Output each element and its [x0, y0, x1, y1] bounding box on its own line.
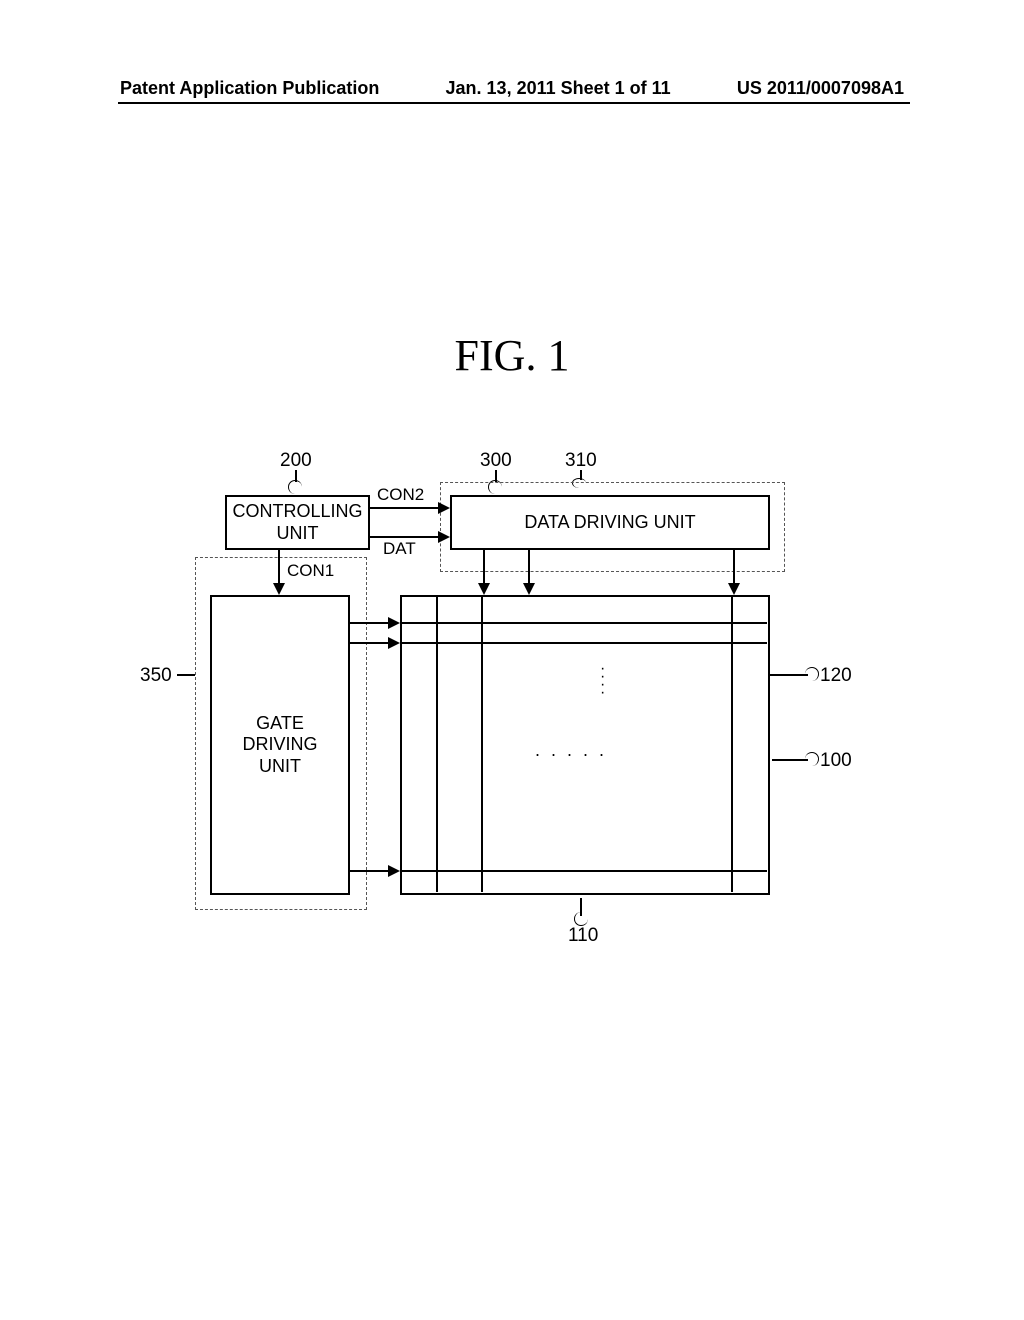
gate-out-arrow-3 [388, 865, 400, 877]
data-out-arrow-1 [478, 583, 490, 595]
panel-ellipsis-vertical: ···· [600, 665, 605, 697]
gate-out-line-2 [350, 642, 390, 644]
con1-arrow [273, 583, 285, 595]
leader-120-hook [805, 667, 819, 681]
gate-out-line-1 [350, 622, 390, 624]
header-right: US 2011/0007098A1 [737, 78, 904, 99]
con2-arrow [438, 502, 450, 514]
data-out-line-1 [483, 550, 485, 585]
leader-100-hook [805, 752, 819, 766]
con2-label: CON2 [377, 485, 424, 505]
con1-label: CON1 [287, 561, 334, 581]
gate-out-arrow-1 [388, 617, 400, 629]
panel-gate-line-1 [402, 622, 767, 624]
ref-300: 300 [480, 450, 512, 472]
con1-line [278, 550, 280, 585]
ref-350: 350 [140, 665, 172, 687]
figure-title: FIG. 1 [0, 330, 1024, 381]
leader-110-hook [574, 912, 588, 926]
data-out-arrow-2 [523, 583, 535, 595]
panel-gate-line-2 [402, 642, 767, 644]
ref-200: 200 [280, 450, 312, 472]
gate-driving-unit-block: GATE DRIVING UNIT [210, 595, 350, 895]
leader-120-h [770, 674, 808, 676]
ref-110: 110 [568, 925, 598, 947]
panel-gate-line-3 [402, 870, 767, 872]
leader-100-h [772, 759, 808, 761]
gate-out-line-3 [350, 870, 390, 872]
con2-line [370, 507, 440, 509]
dat-arrow [438, 531, 450, 543]
gate-out-arrow-2 [388, 637, 400, 649]
ref-310: 310 [565, 450, 597, 472]
header-divider [118, 102, 910, 104]
block-diagram: 200 300 310 CONTROLLING UNIT DATA DRIVIN… [140, 450, 884, 930]
data-out-line-3 [733, 550, 735, 585]
panel-ellipsis-horizontal: . . . . . [535, 740, 607, 761]
dat-line [370, 536, 440, 538]
dat-label: DAT [383, 539, 416, 559]
ref-120: 120 [820, 665, 852, 687]
data-driving-unit-block: DATA DRIVING UNIT [450, 495, 770, 550]
ref-100: 100 [820, 750, 852, 772]
leader-350 [177, 674, 195, 676]
header-center: Jan. 13, 2011 Sheet 1 of 11 [446, 78, 671, 99]
data-out-line-2 [528, 550, 530, 585]
controlling-unit-block: CONTROLLING UNIT [225, 495, 370, 550]
page-header: Patent Application Publication Jan. 13, … [0, 78, 1024, 99]
data-out-arrow-3 [728, 583, 740, 595]
leader-200-hook [288, 480, 302, 494]
header-left: Patent Application Publication [120, 78, 379, 99]
